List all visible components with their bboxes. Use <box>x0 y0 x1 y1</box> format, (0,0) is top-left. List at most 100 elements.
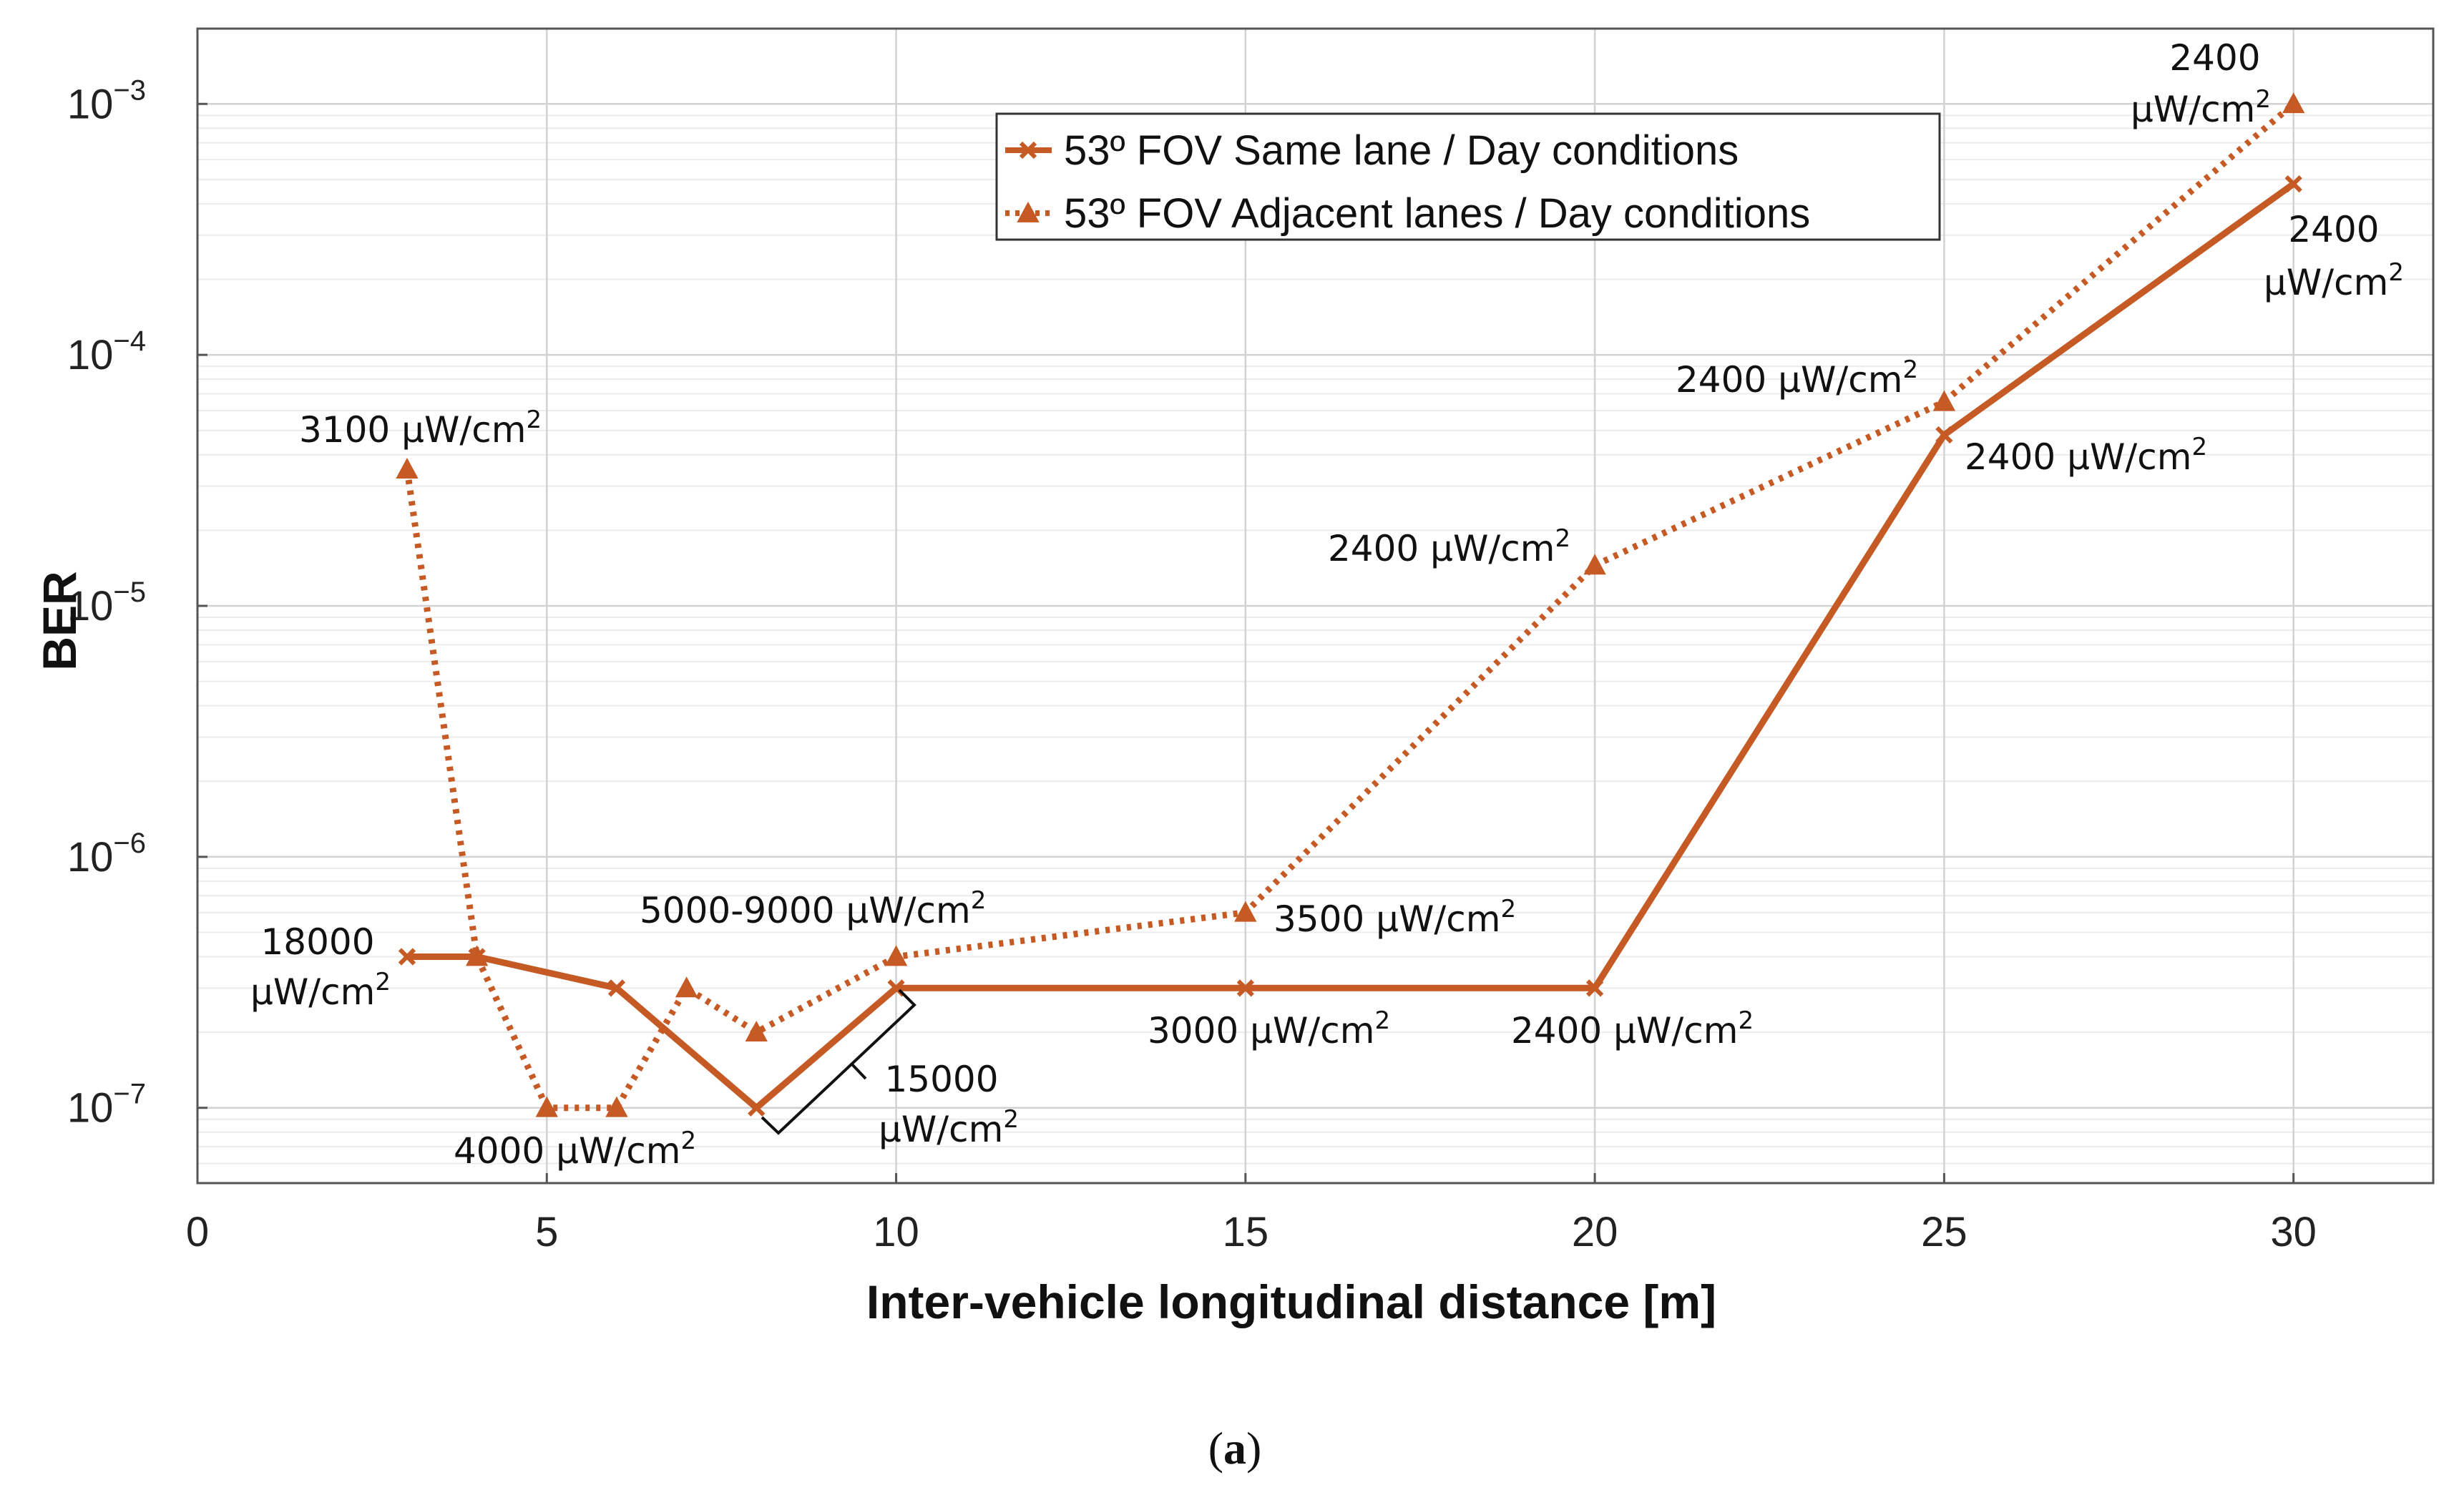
annotation-text: μW/cm <box>879 1109 1003 1150</box>
annotation-label: 18000 <box>260 921 374 963</box>
annotation-label: 2400 <box>2169 37 2260 79</box>
y-tick-exponent: −3 <box>113 74 146 106</box>
annotation-superscript: 2 <box>1374 1006 1390 1035</box>
annotation-text: 3000 μW/cm <box>1148 1010 1374 1051</box>
adjacent-lanes-point <box>675 976 698 998</box>
annotation-superscript: 2 <box>1555 524 1570 553</box>
adjacent-lanes-point <box>396 458 419 479</box>
y-tick-exponent: −4 <box>113 325 146 357</box>
y-tick-base: 10 <box>67 583 114 629</box>
annotation-superscript: 2 <box>971 886 987 915</box>
annotation-text: μW/cm <box>2264 262 2388 303</box>
annotation-bracket-pointer <box>850 1062 867 1080</box>
annotation-label: 15000 <box>884 1059 998 1100</box>
annotation-superscript: 2 <box>1738 1006 1754 1035</box>
same-lane-point <box>1935 426 1953 444</box>
same-lane-point <box>398 948 416 966</box>
annotation-label: 3000 μW/cm2 <box>1148 1006 1390 1051</box>
adjacent-lanes-point <box>605 1096 628 1117</box>
legend-label: 53º FOV Same lane / Day conditions <box>1064 127 1739 174</box>
annotation-superscript: 2 <box>375 968 391 996</box>
y-tick-exponent: −6 <box>113 828 146 859</box>
annotation-label: 5000-9000 μW/cm2 <box>640 886 986 931</box>
adjacent-lanes-point <box>535 1096 558 1117</box>
annotation-text: 4000 μW/cm <box>454 1130 680 1172</box>
adjacent-lanes-point <box>1583 554 1606 575</box>
adjacent-lanes-point <box>1234 901 1257 922</box>
annotation-label: 2400 μW/cm2 <box>1965 433 2207 478</box>
y-tick-label: 10−7 <box>67 1079 146 1132</box>
adjacent-lanes-point <box>1932 390 1956 411</box>
annotation-text: 15000 <box>884 1059 998 1100</box>
y-tick-label: 10−3 <box>67 74 146 127</box>
annotation-label: 3100 μW/cm2 <box>299 406 542 451</box>
series-layer <box>396 92 2305 1117</box>
legend-marker <box>1017 201 1040 222</box>
y-tick-label: 10−5 <box>67 577 146 629</box>
annotation-superscript: 2 <box>2191 433 2207 461</box>
x-tick-label: 10 <box>873 1209 919 1255</box>
same-lane-point <box>748 1099 766 1117</box>
y-tick-label: 10−6 <box>67 828 146 881</box>
adjacent-lanes-point <box>884 945 908 966</box>
annotation-text: 2400 μW/cm <box>1511 1010 1738 1051</box>
annotation-text: 2400 μW/cm <box>1676 359 1902 401</box>
legend: 53º FOV Same lane / Day conditions 53º FO… <box>995 112 1941 241</box>
same-lane-point <box>468 948 486 966</box>
annotation-label: μW/cm2 <box>250 968 391 1013</box>
annotation-text: 3500 μW/cm <box>1273 898 1500 940</box>
same-lane-point <box>1236 979 1254 997</box>
annotation-superscript: 2 <box>680 1127 696 1155</box>
y-tick-exponent: −5 <box>113 577 146 608</box>
annotation-text: 2400 <box>2169 37 2260 79</box>
series-adjacent-lanes <box>396 92 2305 1117</box>
y-tick-base: 10 <box>67 81 114 127</box>
y-axis-label: BER <box>33 571 86 670</box>
annotation-label: 2400 μW/cm2 <box>1676 356 1918 401</box>
x-tick-label: 20 <box>1572 1209 1618 1255</box>
same-lane-point <box>2284 175 2302 193</box>
legend-item-adjacent-lanes: 53º FOV Adjacent lanes / Day conditions <box>1005 190 1810 237</box>
annotation-text: 2400 <box>2288 209 2379 250</box>
legend-item-same-lane: 53º FOV Same lane / Day conditions <box>1005 127 1739 174</box>
annotation-label: 2400 μW/cm2 <box>1328 524 1570 569</box>
adjacent-lanes-line <box>404 101 2296 1112</box>
annotation-label: μW/cm2 <box>879 1105 1019 1150</box>
x-tick-label: 15 <box>1223 1209 1269 1255</box>
annotation-text: 2400 μW/cm <box>1965 436 2191 478</box>
annotation-superscript: 2 <box>526 406 542 434</box>
grid <box>196 29 2433 1183</box>
annotation-superscript: 2 <box>1500 895 1516 923</box>
annotation-label: 2400 μW/cm2 <box>1511 1006 1754 1051</box>
annotation-text: 3100 μW/cm <box>299 409 526 451</box>
legend-marker <box>1019 141 1037 160</box>
annotation-bracket <box>761 989 916 1135</box>
annotation-text: μW/cm <box>2131 89 2255 130</box>
annotation-label: μW/cm2 <box>2131 85 2271 130</box>
annotation-label: μW/cm2 <box>2264 258 2404 303</box>
figure-caption: (a) <box>1208 1423 1262 1474</box>
x-tick-label: 0 <box>186 1209 209 1255</box>
annotation-label: 4000 μW/cm2 <box>454 1127 696 1172</box>
same-lane-point <box>1586 979 1604 997</box>
annotation-superscript: 2 <box>1003 1105 1019 1134</box>
x-axis-label: Inter-vehicle longitudinal distance [m] <box>866 1275 1716 1328</box>
x-tick-label: 5 <box>535 1209 558 1255</box>
x-tick-label: 25 <box>1921 1209 1967 1255</box>
y-tick-exponent: −7 <box>113 1079 146 1110</box>
annotation-superscript: 2 <box>1902 356 1918 384</box>
adjacent-lanes-point <box>2282 92 2305 114</box>
y-tick-label: 10−4 <box>67 325 146 378</box>
annotation-text: 2400 μW/cm <box>1328 528 1555 569</box>
y-tick-base: 10 <box>67 1085 114 1132</box>
same-lane-point <box>607 979 626 997</box>
annotation-label: 2400 <box>2288 209 2379 250</box>
annotation-text: 5000-9000 μW/cm <box>640 890 971 931</box>
y-tick-base: 10 <box>67 332 114 378</box>
annotation-text: μW/cm <box>250 971 375 1013</box>
annotation-superscript: 2 <box>2255 85 2271 114</box>
